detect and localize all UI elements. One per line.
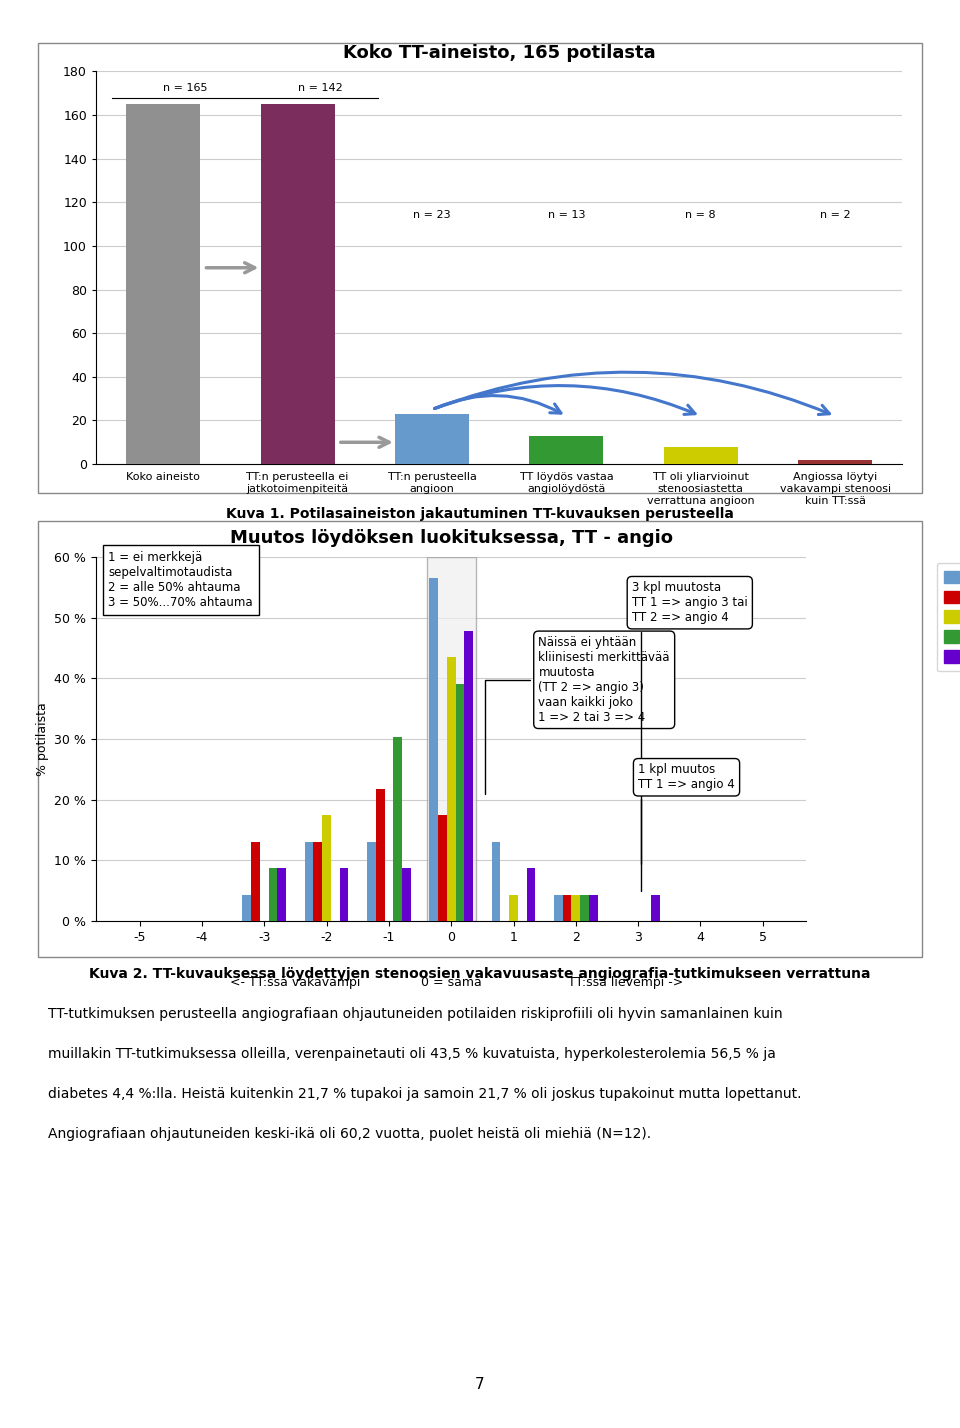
Bar: [438, 815, 446, 921]
Text: Angiografiaan ohjautuneiden keski-ikä oli 60,2 vuotta, puolet heistä oli miehiä : Angiografiaan ohjautuneiden keski-ikä ol…: [48, 1127, 651, 1141]
Text: 7: 7: [475, 1377, 485, 1392]
Bar: [323, 815, 331, 921]
Text: 0 = sama: 0 = sama: [420, 975, 482, 988]
Text: <- TT:ssä vakavampi: <- TT:ssä vakavampi: [230, 975, 361, 988]
Bar: [396, 414, 468, 464]
Bar: [127, 104, 200, 464]
Title: Muutos löydöksen luokituksessa, TT - angio: Muutos löydöksen luokituksessa, TT - ang…: [229, 528, 673, 547]
Text: diabetes 4,4 %:lla. Heistä kuitenkin 21,7 % tupakoi ja samoin 21,7 % oli joskus : diabetes 4,4 %:lla. Heistä kuitenkin 21,…: [48, 1087, 802, 1101]
Text: Kuva 1. Potilasaineiston jakautuminen TT-kuvauksen perusteella: Kuva 1. Potilasaineiston jakautuminen TT…: [226, 507, 734, 521]
Bar: [252, 843, 260, 921]
Text: n = 23: n = 23: [413, 210, 451, 220]
Bar: [554, 895, 563, 921]
Bar: [402, 868, 411, 921]
Text: TT:ssä lievempi ->: TT:ssä lievempi ->: [568, 975, 684, 988]
Bar: [260, 104, 334, 464]
Bar: [588, 895, 598, 921]
Title: Koko TT-aineisto, 165 potilasta: Koko TT-aineisto, 165 potilasta: [343, 43, 656, 61]
Bar: [367, 843, 375, 921]
Bar: [340, 868, 348, 921]
Y-axis label: % potilaista: % potilaista: [36, 703, 49, 775]
Bar: [375, 790, 385, 921]
Bar: [527, 868, 536, 921]
Text: 1 kpl muutos
TT 1 => angio 4: 1 kpl muutos TT 1 => angio 4: [638, 763, 735, 864]
Bar: [492, 843, 500, 921]
Text: TT-tutkimuksen perusteella angiografiaan ohjautuneiden potilaiden riskiprofiili : TT-tutkimuksen perusteella angiografiaan…: [48, 1007, 782, 1021]
Text: n = 142: n = 142: [298, 83, 343, 93]
Bar: [269, 868, 277, 921]
Bar: [529, 436, 604, 464]
Text: n = 13: n = 13: [547, 210, 586, 220]
Bar: [563, 895, 571, 921]
Bar: [663, 447, 737, 464]
Text: 3 kpl muutosta
TT 1 => angio 3 tai
TT 2 => angio 4: 3 kpl muutosta TT 1 => angio 3 tai TT 2 …: [632, 581, 748, 891]
Bar: [571, 895, 580, 921]
Bar: [446, 657, 456, 921]
Bar: [394, 737, 402, 921]
Text: muillakin TT-tutkimuksessa olleilla, verenpainetauti oli 43,5 % kuvatuista, hype: muillakin TT-tutkimuksessa olleilla, ver…: [48, 1047, 776, 1061]
Bar: [465, 631, 473, 921]
FancyBboxPatch shape: [427, 557, 475, 921]
Text: Kuva 2. TT-kuvauksessa löydettyjen stenoosien vakavuusaste angiografia-tutkimuks: Kuva 2. TT-kuvauksessa löydettyjen steno…: [89, 967, 871, 981]
Text: n = 2: n = 2: [820, 210, 851, 220]
Legend: LCC, LAD, Cx, RCC, RCA: LCC, LAD, Cx, RCC, RCA: [937, 563, 960, 671]
Bar: [651, 895, 660, 921]
Text: n = 8: n = 8: [685, 210, 716, 220]
Bar: [580, 895, 588, 921]
Bar: [798, 460, 872, 464]
Text: 1 = ei merkkejä
sepelvaltimotaudista
2 = alle 50% ahtauma
3 = 50%...70% ahtauma: 1 = ei merkkejä sepelvaltimotaudista 2 =…: [108, 551, 253, 608]
Bar: [314, 843, 323, 921]
Bar: [243, 895, 252, 921]
Bar: [304, 843, 314, 921]
Bar: [509, 895, 517, 921]
Bar: [429, 578, 438, 921]
Text: Näissä ei yhtään
kliinisesti merkittävää
muutosta
(TT 2 => angio 3)
vaan kaikki : Näissä ei yhtään kliinisesti merkittävää…: [486, 635, 670, 794]
Text: n = 165: n = 165: [163, 83, 207, 93]
Bar: [456, 684, 465, 921]
Bar: [277, 868, 286, 921]
